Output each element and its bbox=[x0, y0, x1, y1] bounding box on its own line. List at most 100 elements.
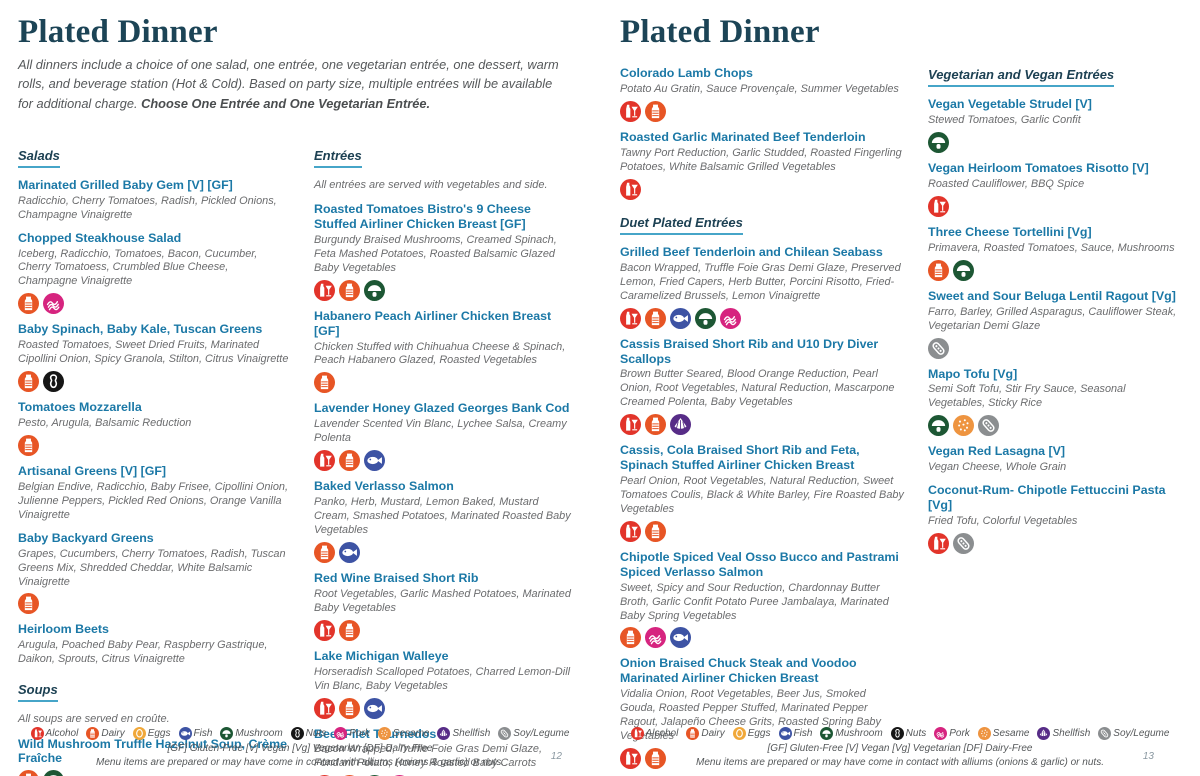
section-heading: Duet Plated Entrées bbox=[620, 215, 743, 235]
egg-icon bbox=[732, 727, 746, 740]
legend-label: Alcohol bbox=[45, 728, 79, 739]
bacon-icon bbox=[720, 307, 741, 329]
allergen-icon-row bbox=[314, 697, 576, 719]
allergen-icon-row bbox=[928, 415, 1180, 437]
milk-carton-icon bbox=[645, 101, 666, 123]
allergen-icon-row bbox=[314, 541, 576, 563]
allergen-icon-row bbox=[620, 748, 904, 770]
legend-item-shellfish: Shellfish bbox=[437, 727, 490, 740]
allergen-icon-row bbox=[620, 520, 904, 542]
menu-item-name: Vegan Heirloom Tomatoes Risotto [V] bbox=[928, 161, 1149, 176]
menu-section: Entrées All entrées are served with veget… bbox=[314, 147, 576, 776]
legend-label: Nuts bbox=[905, 728, 927, 739]
menu-section: Colorado Lamb Chops Potato Au Gratin, Sau… bbox=[620, 66, 904, 200]
milk-carton-icon bbox=[645, 307, 666, 329]
menu-item: Lake Michigan Walleye Horseradish Scallop… bbox=[314, 649, 576, 719]
menu-item: Vegan Red Lasagna [V] Vegan Cheese, Whole… bbox=[928, 444, 1180, 475]
legend-label: Fish bbox=[193, 728, 213, 739]
egg-icon bbox=[132, 727, 146, 740]
menu-column: Entrées All entrées are served with veget… bbox=[314, 143, 576, 776]
mushroom-icon bbox=[695, 307, 716, 329]
menu-item: Mapo Tofu [Vg] Semi Soft Tofu, Stir Fry S… bbox=[928, 367, 1180, 437]
menu-item-description: Roasted Tomatoes, Sweet Dried Fruits, Ma… bbox=[18, 339, 289, 366]
allergen-icon-row bbox=[620, 178, 904, 200]
menu-item: Cassis, Cola Braised Short Rib and Feta,… bbox=[620, 443, 904, 542]
section-heading: Salads bbox=[18, 148, 60, 168]
milk-carton-icon bbox=[645, 414, 666, 436]
allergen-icon-row bbox=[314, 372, 576, 394]
soy-pod-icon bbox=[953, 532, 974, 554]
mushroom-icon bbox=[364, 279, 385, 301]
legend-item-mushroom: Mushroom bbox=[220, 727, 283, 740]
legend-item-alcohol: Alcohol bbox=[630, 727, 678, 740]
allergen-icon-row bbox=[18, 371, 290, 393]
menu-item-name: Vegan Vegetable Strudel [V] bbox=[928, 97, 1092, 112]
allergen-legend: Alcohol Dairy Eggs Fish Mushroom Nuts Pork Sesa… bbox=[600, 727, 1200, 740]
menu-item: Three Cheese Tortellini [Vg] Primavera, R… bbox=[928, 225, 1180, 281]
menu-item-name: Marinated Grilled Baby Gem [V] [GF] bbox=[18, 177, 233, 192]
allergen-icon-row bbox=[314, 450, 576, 472]
allium-notice-line: Menu items are prepared or may have come… bbox=[96, 757, 504, 768]
allergen-icon-row bbox=[620, 627, 904, 649]
wine-bottle-glass-icon bbox=[620, 101, 641, 123]
milk-carton-icon bbox=[18, 770, 39, 776]
allergen-icon-row bbox=[620, 307, 904, 329]
soy-pod-icon bbox=[978, 415, 999, 437]
menu-item-description: Potato Au Gratin, Sauce Provençale, Summ… bbox=[620, 83, 899, 96]
fish-icon bbox=[178, 727, 192, 740]
menu-page-right: Plated Dinner Colorado Lamb Chops Potato … bbox=[600, 0, 1200, 776]
menu-item-name: Red Wine Braised Short Rib bbox=[314, 570, 479, 585]
menu-item-description: Arugula, Poached Baby Pear, Raspberry Ga… bbox=[18, 639, 268, 666]
page-title: Plated Dinner bbox=[620, 14, 820, 50]
menu-item-description: Sweet, Spicy and Sour Reduction, Chardon… bbox=[620, 581, 889, 622]
fish-icon bbox=[670, 627, 691, 649]
menu-item-description: Brown Butter Seared, Blood Orange Reduct… bbox=[620, 368, 895, 409]
section-heading: Entrées bbox=[314, 148, 362, 168]
mushroom-icon bbox=[928, 132, 949, 154]
allergen-icon-row bbox=[620, 101, 904, 123]
legend-item-shellfish: Shellfish bbox=[1037, 727, 1090, 740]
allergen-icon-row bbox=[314, 279, 576, 301]
menu-page-left: Plated Dinner All dinners include a choi… bbox=[18, 14, 576, 776]
allergen-icon-row bbox=[314, 619, 576, 641]
menu-item: Tomatoes Mozzarella Pesto, Arugula, Balsa… bbox=[18, 400, 290, 456]
milk-carton-icon bbox=[86, 727, 100, 740]
menu-item-name: Grilled Beef Tenderloin and Chilean Seab… bbox=[620, 244, 883, 259]
allergen-icon-row bbox=[18, 434, 290, 456]
milk-carton-icon bbox=[620, 627, 641, 649]
menu-item-name: Mapo Tofu [Vg] bbox=[928, 366, 1018, 381]
legend-item-eggs: Eggs bbox=[132, 727, 171, 740]
allergen-icon-row bbox=[620, 414, 904, 436]
milk-carton-icon bbox=[314, 372, 335, 394]
menu-item-name: Roasted Tomatoes Bistro's 9 Cheese Stuff… bbox=[314, 202, 531, 232]
menu-item-description: Stewed Tomatoes, Garlic Confit bbox=[928, 114, 1081, 127]
menu-item-description: Primavera, Roasted Tomatoes, Sauce, Mush… bbox=[928, 241, 1175, 254]
menu-item: Baked Verlasso Salmon Panko, Herb, Mustar… bbox=[314, 479, 576, 563]
page-right-footer: Alcohol Dairy Eggs Fish Mushroom Nuts Pork Sesa… bbox=[600, 727, 1200, 768]
menu-item-description: Grapes, Cucumbers, Cherry Tomatoes, Radi… bbox=[18, 547, 286, 588]
allergen-icon-row bbox=[18, 293, 290, 315]
milk-carton-icon bbox=[18, 593, 39, 615]
bacon-icon bbox=[43, 293, 64, 315]
menu-item: Cassis Braised Short Rib and U10 Dry Div… bbox=[620, 337, 904, 436]
legend-label: Fish bbox=[793, 728, 813, 739]
legend-item-pork: Pork bbox=[334, 727, 370, 740]
legend-item-nuts: Nuts bbox=[290, 727, 326, 740]
legend-item-dairy: Dairy bbox=[86, 727, 125, 740]
menu-item-description: Vidalia Onion, Root Vegetables, Beer Jus… bbox=[620, 688, 881, 743]
menu-item: Baby Backyard Greens Grapes, Cucumbers, C… bbox=[18, 531, 290, 615]
menu-item-description: Bacon Wrapped, Truffle Foie Gras Demi Gl… bbox=[314, 743, 542, 770]
allergen-icon-row bbox=[928, 259, 1180, 281]
menu-item-name: Sweet and Sour Beluga Lentil Ragout [Vg] bbox=[928, 288, 1176, 303]
wine-bottle-glass-icon bbox=[620, 748, 641, 770]
menu-item-name: Colorado Lamb Chops bbox=[620, 66, 753, 81]
menu-item-name: Lavender Honey Glazed Georges Bank Cod bbox=[314, 401, 570, 416]
menu-column: Vegetarian and Vegan Entrées Vegan Vegeta… bbox=[928, 62, 1180, 776]
legend-item-fish: Fish bbox=[778, 727, 813, 740]
menu-item: Coconut-Rum- Chipotle Fettuccini Pasta [… bbox=[928, 483, 1180, 554]
menu-item-name: Vegan Red Lasagna [V] bbox=[928, 444, 1066, 459]
menu-item-description: Root Vegetables, Garlic Mashed Potatoes,… bbox=[314, 587, 571, 614]
allergen-icon-row bbox=[928, 337, 1180, 359]
legend-item-sesame: Sesame bbox=[377, 727, 429, 740]
milk-carton-icon bbox=[339, 279, 360, 301]
